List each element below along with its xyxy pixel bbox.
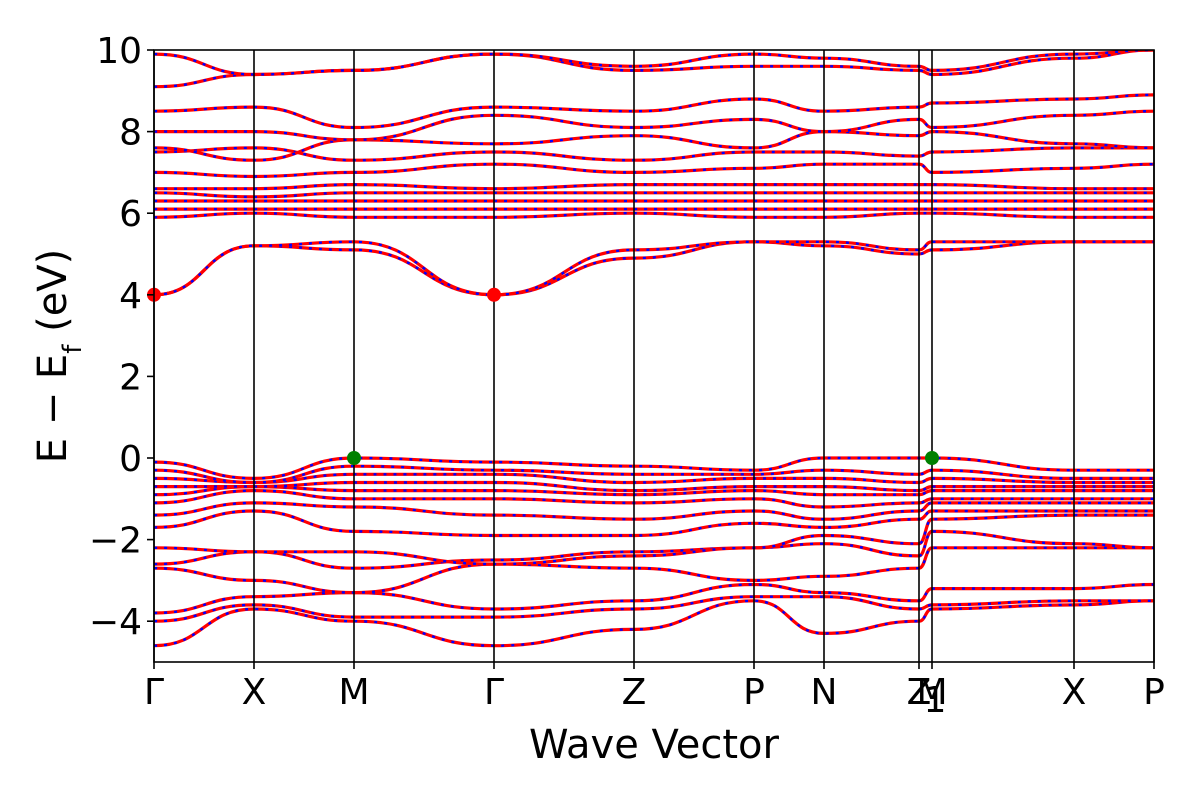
- band-line-3: [154, 546, 1154, 595]
- x-tick-label-4: Z: [622, 672, 647, 713]
- x-tick-label-8: M: [916, 672, 947, 713]
- band-line-overlay-0: [154, 599, 1154, 647]
- y-axis-label-main: E − E: [30, 354, 76, 464]
- band-line-11: [154, 472, 1154, 485]
- band-line-overlay-8: [154, 489, 1154, 509]
- band-line-20: [154, 182, 1154, 191]
- band-line-6: [154, 509, 1154, 538]
- band-line-22: [154, 146, 1154, 162]
- y-tick-label-6: −2: [89, 521, 142, 562]
- y-axis-label: E − Ef (eV): [30, 249, 88, 464]
- band-line-24: [154, 109, 1154, 142]
- plot-frame: [153, 49, 1155, 663]
- x-tick-label-10: P: [1143, 672, 1165, 713]
- band-line-23: [154, 129, 1154, 162]
- x-tick-label-1: X: [242, 672, 267, 713]
- y-tick-label-4: 2: [119, 357, 142, 398]
- band-line-overlay-14: [154, 240, 1154, 297]
- y-tick-label-2: 6: [119, 194, 142, 235]
- x-tick-label-5: P: [743, 672, 765, 713]
- band-line-overlay-2: [154, 583, 1154, 615]
- x-tick-label-9: X: [1062, 672, 1087, 713]
- vbm-marker-3: [925, 451, 939, 465]
- x-tick-label-7: Z: [907, 672, 932, 713]
- x-tick-label-subscript: 1: [924, 680, 947, 721]
- x-tick-label-0: Γ: [144, 672, 164, 713]
- x-tick-label-2: M: [338, 672, 369, 713]
- band-line-overlay-7: [154, 501, 1154, 521]
- y-axis-label-subscript: f: [58, 344, 88, 354]
- y-axis-label-unit: (eV): [30, 249, 76, 345]
- band-line-1: [154, 595, 1154, 623]
- band-line-16: [154, 211, 1154, 219]
- y-tick-label-7: −4: [89, 602, 142, 643]
- band-line-overlay-9: [154, 485, 1154, 496]
- extrema-markers: [147, 287, 939, 465]
- band-line-overlay-13: [154, 456, 1154, 480]
- x-tick-label-3: Γ: [484, 672, 504, 713]
- band-line-overlay-26: [154, 50, 1154, 88]
- y-axis-ticks: 10 8 6 4 2 0 −2 −4: [89, 31, 154, 643]
- x-tick-label-6: N: [811, 672, 838, 713]
- x-axis-ticks: Γ X M Γ Z P N Z1M X P: [144, 662, 1165, 721]
- y-tick-label-5: 0: [119, 439, 142, 480]
- band-line-overlay-27: [154, 50, 1154, 76]
- y-tick-label-0: 10: [96, 31, 142, 72]
- band-line-overlay-4: [154, 530, 1154, 570]
- band-line-overlay-19: [154, 191, 1154, 199]
- band-line-overlay-12: [154, 464, 1154, 484]
- band-line-overlay-6: [154, 509, 1154, 537]
- x-axis-label: Wave Vector: [529, 722, 780, 768]
- band-line-overlay-5: [154, 513, 1154, 566]
- band-line-21: [154, 162, 1154, 179]
- y-tick-label-1: 8: [119, 113, 142, 154]
- bands-layer: [154, 50, 1154, 648]
- band-line-15: [154, 240, 1154, 297]
- band-line-25: [154, 93, 1154, 130]
- y-tick-label-3: 4: [119, 276, 142, 317]
- band-line-overlay-10: [154, 481, 1154, 492]
- vbm-marker-2: [347, 451, 361, 465]
- band-line-26: [154, 50, 1154, 89]
- cbm-marker-1: [487, 287, 501, 302]
